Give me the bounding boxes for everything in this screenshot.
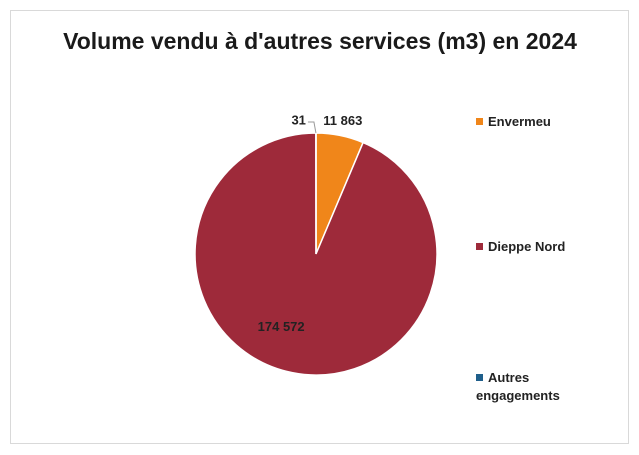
data-label: 31 xyxy=(291,112,305,127)
legend-item: Autres engagements xyxy=(476,369,566,405)
legend-label: Envermeu xyxy=(488,114,551,129)
legend-item: Dieppe Nord xyxy=(476,238,606,256)
legend-swatch xyxy=(476,118,483,125)
data-label: 11 863 xyxy=(323,113,362,128)
chart-title: Volume vendu à d'autres services (m3) en… xyxy=(63,28,577,54)
legend-swatch xyxy=(476,243,483,250)
data-label: 174 572 xyxy=(258,319,305,334)
legend-label: Dieppe Nord xyxy=(488,239,566,254)
leader-line xyxy=(307,121,317,134)
legend-swatch xyxy=(476,374,483,381)
legend-item: Envermeu xyxy=(476,113,606,131)
chart-border xyxy=(10,10,629,444)
legend-label: Autres engagements xyxy=(476,370,560,403)
